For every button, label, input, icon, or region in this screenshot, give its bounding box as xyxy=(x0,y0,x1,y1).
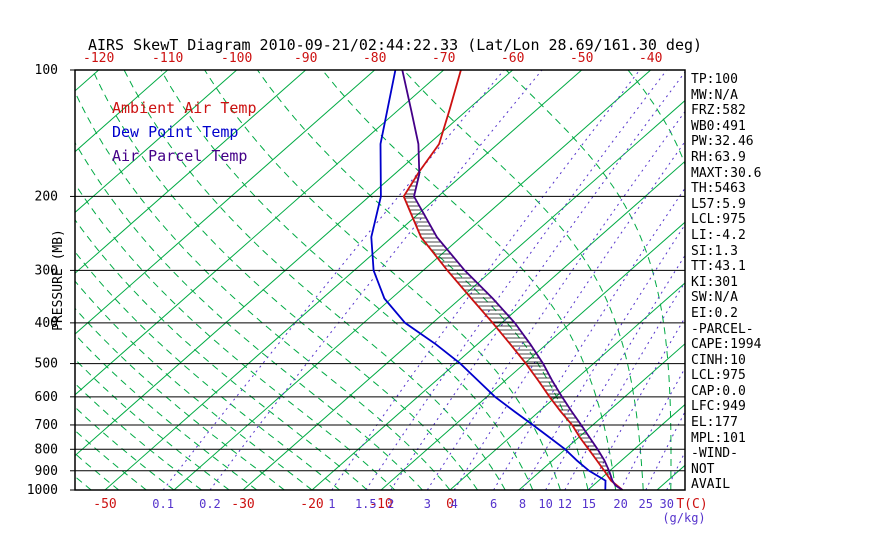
top-temp-label: -110 xyxy=(152,51,183,66)
pressure-tick-label: 900 xyxy=(35,464,58,479)
pressure-tick-label: 600 xyxy=(35,390,58,405)
pressure-axis-title: PRESSURE (MB) xyxy=(51,229,66,331)
parcel-curve xyxy=(401,70,623,490)
top-temp-label: -50 xyxy=(570,51,593,66)
sounding-stat: SW:N/A xyxy=(691,290,738,306)
top-temp-label: -90 xyxy=(294,51,317,66)
mixing-ratio-label: 6 xyxy=(490,497,497,511)
sounding-stat: LCL:975 xyxy=(691,212,746,228)
sounding-stat: TP:100 xyxy=(691,72,738,87)
mixing-ratio-label: 12 xyxy=(558,497,572,511)
mixing-ratio-label: 15 xyxy=(582,497,596,511)
top-temp-label: -60 xyxy=(501,51,524,66)
background-grid xyxy=(75,70,685,490)
mixing-ratio-label: 0.1 xyxy=(152,497,174,511)
pressure-tick-label: 100 xyxy=(35,63,58,78)
mixing-ratio-label: 1.5 xyxy=(355,497,377,511)
sounding-stat: PW:32.46 xyxy=(691,134,754,150)
mixing-ratio-lines xyxy=(162,70,685,490)
dewpoint-curve xyxy=(370,70,607,490)
sounding-stat: -PARCEL- xyxy=(691,321,754,337)
top-temp-label: -40 xyxy=(639,51,662,66)
sounding-stats-panel: TP:100 MW:N/A FRZ:582 WB0:491 PW:32.46 RH:63.… xyxy=(691,72,761,493)
mixing-ratio-label: 25 xyxy=(639,497,653,511)
chart-title: AIRS SkewT Diagram 2010-09-21/02:44:22.3… xyxy=(87,36,703,54)
moist-adiabat-lines xyxy=(75,70,685,490)
temp-unit-label: T(C) xyxy=(676,497,707,512)
bottom-temp-label: -30 xyxy=(231,497,254,512)
pressure-tick-label: 500 xyxy=(35,357,58,372)
sounding-stat: MW:N/A xyxy=(691,87,738,103)
pressure-tick-label: 300 xyxy=(35,263,58,278)
mixing-ratio-label: 10 xyxy=(538,497,552,511)
pressure-tick-label: 200 xyxy=(35,189,58,204)
ambient-temp-curve xyxy=(402,70,624,490)
sounding-stat: LCL:975 xyxy=(691,368,746,384)
mixing-ratio-label: 20 xyxy=(613,497,627,511)
mixing-unit-label: (g/kg) xyxy=(662,511,705,525)
bottom-temp-label: 0 xyxy=(446,497,454,512)
plot-border xyxy=(74,69,686,491)
sounding-stat: MAXT:30.6 xyxy=(691,165,762,181)
bottom-temp-label: -20 xyxy=(300,497,323,512)
top-temp-label: -120 xyxy=(83,51,114,66)
sounding-stat: AVAIL xyxy=(691,477,731,493)
sounding-stat: SI:1.3 xyxy=(691,243,738,259)
top-temp-label: -100 xyxy=(221,51,252,66)
sounding-stat: WB0:491 xyxy=(691,118,746,134)
sounding-curves xyxy=(370,70,624,490)
sounding-stat: KI:301 xyxy=(691,274,738,290)
sounding-stat: NOT xyxy=(691,461,715,477)
sounding-stat: LFC:949 xyxy=(691,399,746,415)
sounding-stat: CINH:10 xyxy=(691,352,746,368)
top-temp-label: -70 xyxy=(432,51,455,66)
pressure-tick-label: 400 xyxy=(35,316,58,331)
cape-hatch-area xyxy=(403,172,613,481)
mixing-ratio-label: 2 xyxy=(387,497,394,511)
sounding-stat: -WIND- xyxy=(691,446,738,462)
isotherm-lines xyxy=(75,70,685,490)
sounding-stat: MPL:101 xyxy=(691,430,746,446)
pressure-tick-label: 800 xyxy=(35,442,58,457)
mixing-ratio-label: 1 xyxy=(328,497,335,511)
legend-item-air-parcel-temp: Air Parcel Temp xyxy=(112,147,248,165)
sounding-stat: FRZ:582 xyxy=(691,103,746,119)
legend-item-dew-point-temp: Dew Point Temp xyxy=(112,123,239,141)
sounding-stat: LI:-4.2 xyxy=(691,227,746,243)
pressure-tick-label: 1000 xyxy=(27,483,58,498)
sounding-stat: TH:5463 xyxy=(691,181,746,197)
sounding-stat: CAPE:1994 xyxy=(691,337,762,353)
sounding-stat: TT:43.1 xyxy=(691,259,746,275)
legend-item-ambient-air-temp: Ambient Air Temp xyxy=(112,99,257,117)
sounding-stat: RH:63.9 xyxy=(691,149,746,165)
sounding-stat: EI:0.2 xyxy=(691,305,738,321)
mixing-ratio-label: 0.2 xyxy=(199,497,221,511)
bottom-temp-label: -10 xyxy=(369,497,392,512)
mixing-ratio-label: 8 xyxy=(519,497,526,511)
sounding-stat: CAP:0.0 xyxy=(691,383,746,399)
mixing-ratio-label: 30 xyxy=(659,497,673,511)
axis-labels: 1002003004005006007008009001000PRESSURE … xyxy=(27,51,708,525)
mixing-ratio-label: 4 xyxy=(451,497,458,511)
mixing-ratio-label: 3 xyxy=(424,497,431,511)
sounding-stat: L57:5.9 xyxy=(691,196,746,212)
sounding-stat: EL:177 xyxy=(691,415,738,431)
legend: Ambient Air Temp Dew Point Temp Air Parcel… xyxy=(112,96,257,168)
pressure-tick-label: 700 xyxy=(35,418,58,433)
top-temp-label: -80 xyxy=(363,51,386,66)
bottom-temp-label: -50 xyxy=(93,497,116,512)
